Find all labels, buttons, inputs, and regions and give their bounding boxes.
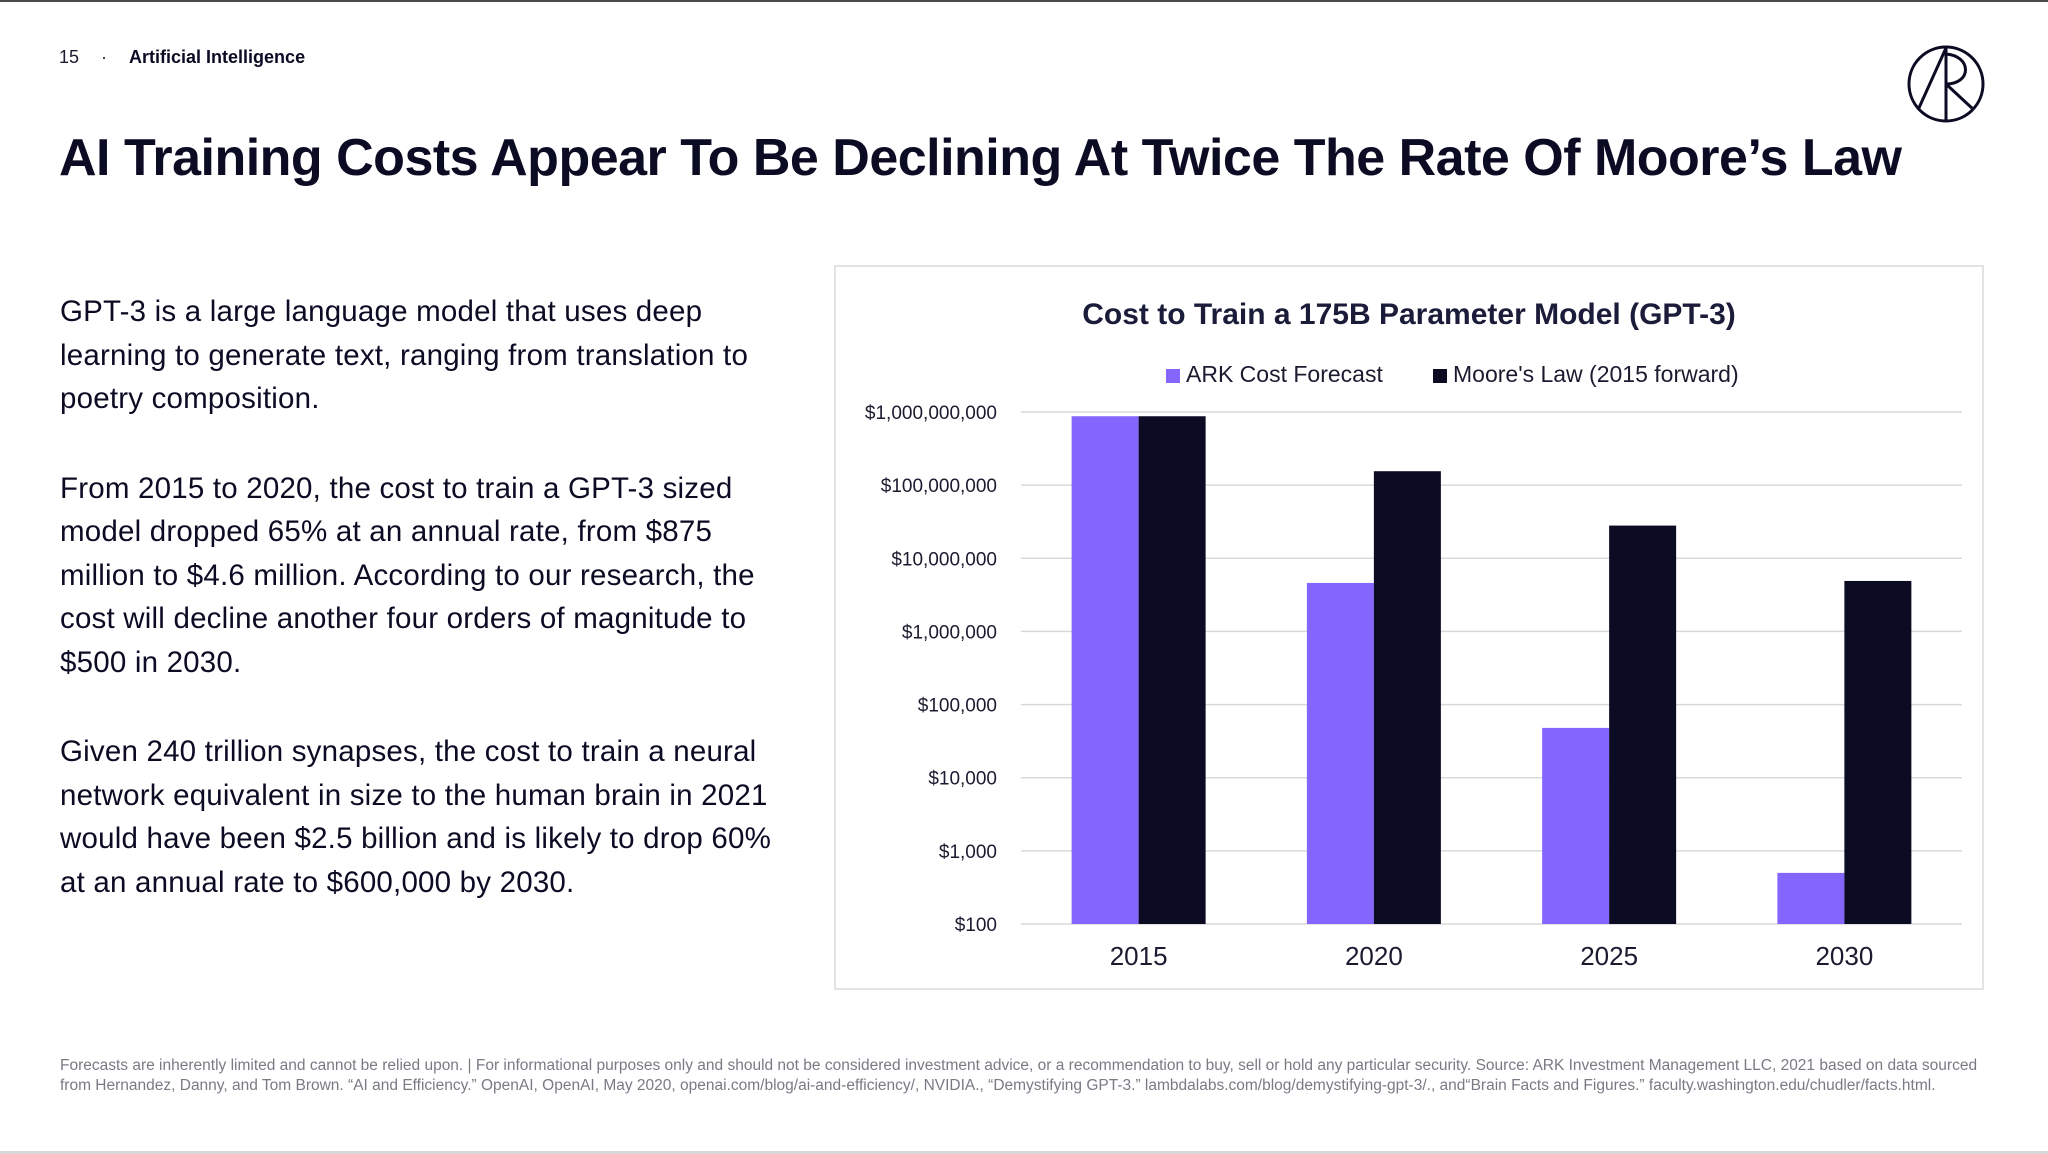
- top-rule: [0, 0, 2048, 2]
- y-tick-label: $100,000: [918, 696, 997, 717]
- body-paragraph-1: GPT-3 is a large language model that use…: [60, 295, 749, 415]
- footnote: Forecasts are inherently limited and can…: [60, 1057, 1978, 1094]
- bar-ark-2015: [1071, 416, 1139, 924]
- ark-logo-icon: [1907, 45, 1985, 123]
- y-tick-label: $100,000,000: [881, 476, 997, 497]
- x-tick-label: 2025: [1580, 941, 1638, 971]
- section-name: Artificial Intelligence: [129, 47, 306, 67]
- page-number: 15: [59, 47, 80, 67]
- bar-moore-2025: [1609, 525, 1677, 924]
- header-separator: ·: [101, 47, 108, 67]
- x-tick-label: 2030: [1815, 941, 1873, 971]
- page-title: AI Training Costs Appear To Be Declining…: [59, 129, 1902, 187]
- chart-title: Cost to Train a 175B Parameter Model (GP…: [1082, 298, 1736, 331]
- legend-label-2: Moore's Law (2015 forward): [1453, 361, 1739, 387]
- header-meta: 15 · Artificial Intelligence: [59, 47, 305, 68]
- bar-moore-2015: [1138, 416, 1206, 924]
- y-tick-label: $10,000,000: [891, 549, 997, 570]
- bar-moore-2030: [1844, 580, 1912, 924]
- y-tick-label: $100: [955, 915, 997, 936]
- bar-chart: Cost to Train a 175B Parameter Model (GP…: [865, 298, 1962, 971]
- chart-frame: Cost to Train a 175B Parameter Model (GP…: [834, 265, 1984, 990]
- legend-label-1: ARK Cost Forecast: [1186, 361, 1383, 387]
- x-tick-label: 2020: [1345, 941, 1403, 971]
- legend-swatch-1: [1166, 369, 1180, 383]
- bar-ark-2020: [1306, 582, 1374, 924]
- body-paragraph-3: Given 240 trillion synapses, the cost to…: [60, 735, 772, 899]
- body-text: GPT-3 is a large language model that use…: [60, 290, 800, 950]
- bar-moore-2020: [1373, 471, 1441, 924]
- bar-ark-2025: [1542, 727, 1610, 924]
- bar-ark-2030: [1777, 872, 1845, 924]
- y-tick-label: $1,000: [939, 842, 997, 863]
- y-tick-label: $10,000: [928, 769, 997, 790]
- x-tick-label: 2015: [1110, 941, 1168, 971]
- body-paragraph-2: From 2015 to 2020, the cost to train a G…: [60, 471, 755, 679]
- y-tick-label: $1,000,000,000: [865, 403, 997, 424]
- legend-swatch-2: [1433, 369, 1447, 383]
- bottom-rule: [0, 1151, 2048, 1154]
- y-tick-label: $1,000,000: [902, 622, 997, 643]
